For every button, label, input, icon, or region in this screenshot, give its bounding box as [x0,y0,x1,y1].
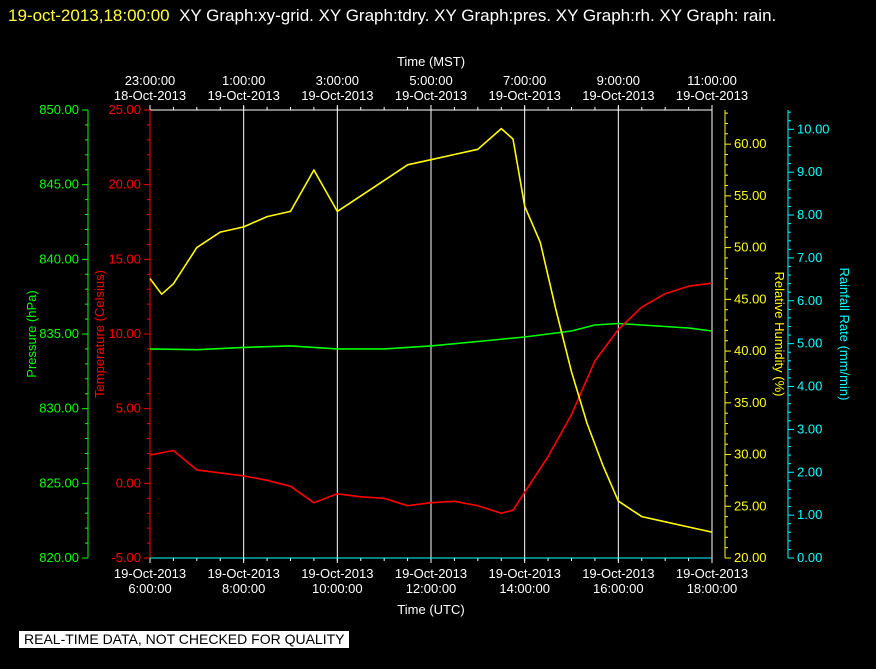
grid-layer [149,110,713,558]
rain-tick-label: 7.00 [797,250,822,265]
humidity-series-line [149,127,713,533]
temperature-series-line [149,282,713,515]
temperature-axis-title: Temperature (Celsius) [92,270,107,398]
x-top-tick-date-label: 19-Oct-2013 [676,88,748,103]
humidity-tick-label: 45.00 [734,291,767,306]
x-tick-time-label: 8:00:00 [222,581,265,596]
chart-title-bar: 19-oct-2013,18:00:00 XY Graph:xy-grid. X… [8,2,868,30]
x-top-tick-time-label: 7:00:00 [503,73,546,88]
pressure-tick-label: 825.00 [39,475,79,490]
pressure-tick-label: 845.00 [39,177,79,192]
x-top-tick-date-label: 19-Oct-2013 [489,88,561,103]
humidity-tick-label: 50.00 [734,240,767,255]
x-tick-date-label: 19-Oct-2013 [395,566,467,581]
graph-list-text: XY Graph:xy-grid. XY Graph:tdry. XY Grap… [179,6,777,25]
x-top-tick-time-label: 9:00:00 [597,73,640,88]
x-top-tick-time-label: 23:00:00 [125,73,176,88]
pressure-tick-label: 835.00 [39,326,79,341]
humidity-tick-label: 40.00 [734,343,767,358]
rain-tick-label: 3.00 [797,421,822,436]
x-tick-time-label: 18:00:00 [687,581,738,596]
pressure-tick-label: 830.00 [39,401,79,416]
humidity-tick-label: 20.00 [734,550,767,565]
quality-warning-banner: REAL-TIME DATA, NOT CHECKED FOR QUALITY [19,631,350,648]
x-top-tick-date-label: 19-Oct-2013 [582,88,654,103]
timestamp-label: 19-oct-2013,18:00:00 [8,6,170,25]
humidity-tick-label: 30.00 [734,447,767,462]
x-top-tick-time-label: 11:00:00 [687,73,737,88]
graph-list-label: XY Graph:xy-grid. XY Graph:tdry. XY Grap… [170,6,777,25]
temperature-tick-label: 5.00 [116,401,141,416]
humidity-axis-title: Relative Humidity (%) [772,272,787,397]
x-tick-date-label: 19-Oct-2013 [301,566,373,581]
rain-tick-label: 10.00 [797,121,830,136]
temperature-tick-label: 0.00 [116,475,141,490]
rain-tick-label: 8.00 [797,207,822,222]
x-top-tick-time-label: 3:00:00 [316,73,359,88]
pressure-tick-label: 820.00 [39,550,79,565]
pressure-series-line [149,322,713,351]
pressure-axis-title: Pressure (hPa) [24,290,39,377]
x-tick-time-label: 6:00:00 [128,581,171,596]
series-layer [149,127,713,559]
rain-tick-label: 0.00 [797,550,822,565]
temperature-tick-label: -5.00 [111,550,141,565]
x-axis-title: Time (UTC) [397,602,464,617]
humidity-tick-label: 35.00 [734,395,767,410]
x-top-tick-time-label: 1:00:00 [222,73,265,88]
x-tick-time-label: 16:00:00 [593,581,644,596]
x-top-tick-date-label: 19-Oct-2013 [301,88,373,103]
labels-layer: 19-Oct-20136:00:0019-Oct-20138:00:0019-O… [24,54,852,617]
humidity-tick-label: 25.00 [734,498,767,513]
rain-tick-label: 2.00 [797,464,822,479]
x-top-tick-time-label: 5:00:00 [409,73,452,88]
rain-tick-label: 1.00 [797,507,822,522]
temperature-tick-label: 25.00 [108,102,141,117]
x-top-tick-date-label: 18-Oct-2013 [114,88,186,103]
rain-tick-label: 9.00 [797,164,822,179]
rain-axis-title: Rainfall Rate (mm/min) [837,268,852,401]
humidity-tick-label: 55.00 [734,188,767,203]
x-tick-date-label: 19-Oct-2013 [676,566,748,581]
x-tick-time-label: 12:00:00 [406,581,457,596]
x-tick-time-label: 14:00:00 [499,581,550,596]
pressure-tick-label: 850.00 [39,102,79,117]
x-tick-date-label: 19-Oct-2013 [208,566,280,581]
x-tick-date-label: 19-Oct-2013 [114,566,186,581]
humidity-tick-label: 60.00 [734,136,767,151]
x-top-tick-date-label: 19-Oct-2013 [395,88,467,103]
x-tick-date-label: 19-Oct-2013 [582,566,654,581]
rain-tick-label: 5.00 [797,336,822,351]
axes-layer [82,105,794,563]
x-tick-date-label: 19-Oct-2013 [489,566,561,581]
rain-tick-label: 4.00 [797,379,822,394]
rain-tick-label: 6.00 [797,293,822,308]
x-tick-time-label: 10:00:00 [312,581,363,596]
temperature-tick-label: 15.00 [108,251,141,266]
x-top-tick-date-label: 19-Oct-2013 [208,88,280,103]
pressure-tick-label: 840.00 [39,251,79,266]
temperature-tick-label: 10.00 [108,326,141,341]
x-top-axis-title: Time (MST) [397,54,465,69]
temperature-tick-label: 20.00 [108,177,141,192]
